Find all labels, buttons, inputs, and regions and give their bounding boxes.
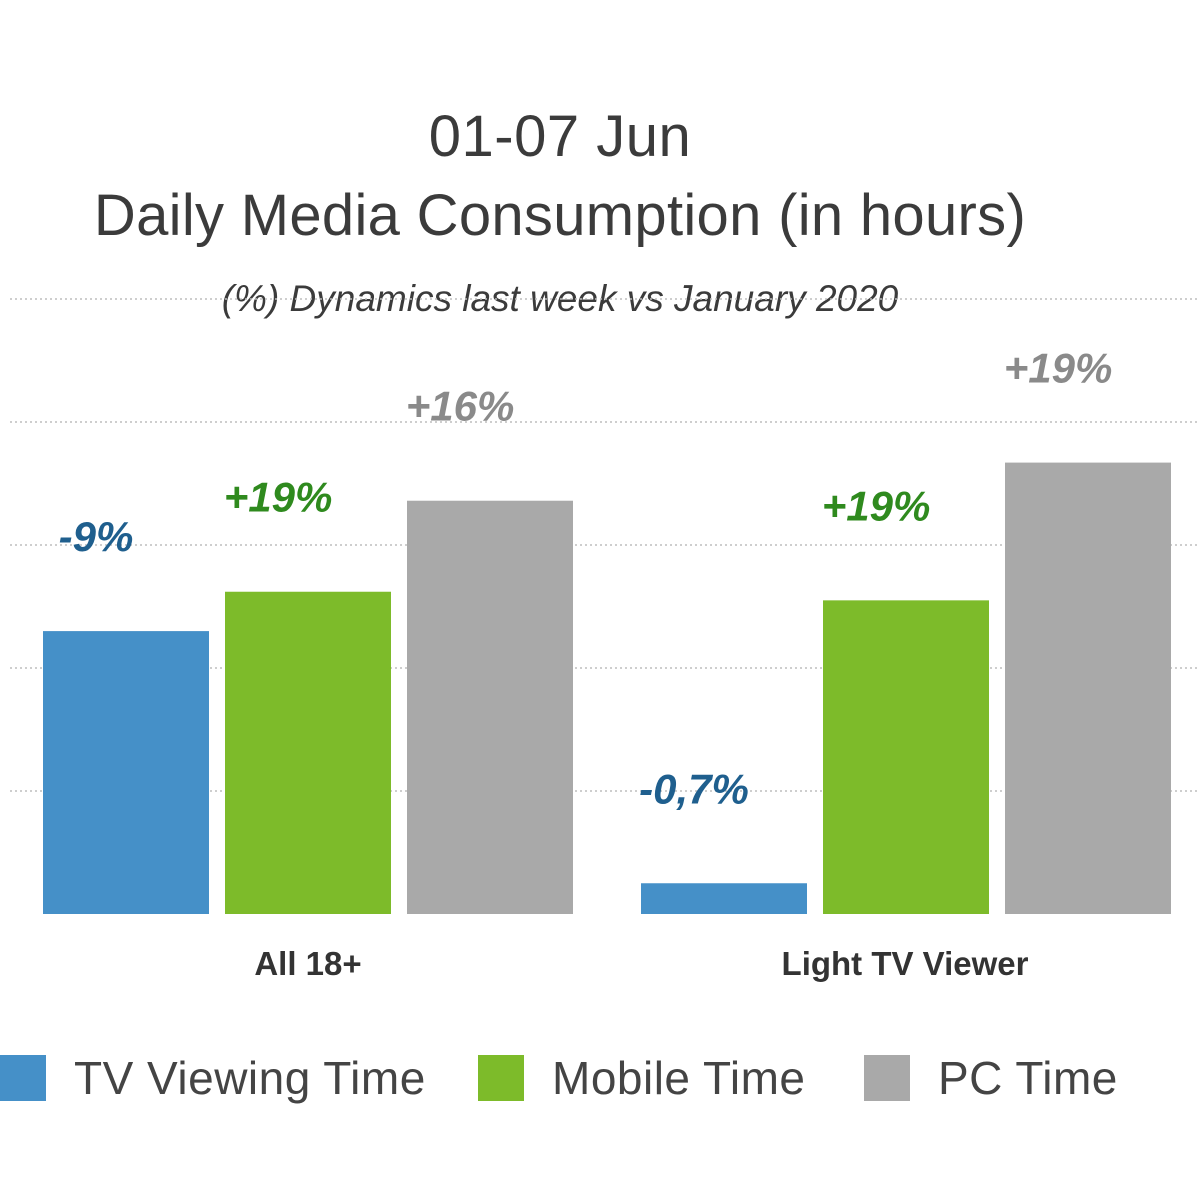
- category-label: All 18+: [254, 945, 361, 982]
- bar-tv-1: [641, 883, 807, 914]
- chart-subtitle: Daily Media Consumption (in hours): [93, 183, 1027, 248]
- legend: TV Viewing Time Mobile Time PC Time: [0, 1048, 1200, 1108]
- data-label: +16%: [406, 383, 515, 430]
- legend-item-pc: PC Time: [864, 1048, 1118, 1108]
- data-label: +19%: [822, 482, 931, 529]
- chart-title: 01-07 Jun: [428, 104, 692, 169]
- legend-label-mobile: Mobile Time: [552, 1052, 806, 1104]
- bar-mobile-0: [225, 591, 391, 914]
- category-label: Light TV Viewer: [782, 945, 1029, 982]
- bar-mobile-1: [823, 600, 989, 914]
- bar-pc-0: [407, 500, 573, 914]
- data-label: -9%: [59, 513, 134, 560]
- legend-label-pc: PC Time: [938, 1052, 1118, 1104]
- legend-swatch-mobile: [478, 1055, 524, 1101]
- data-label: -0,7%: [639, 765, 749, 812]
- data-label: +19%: [224, 474, 333, 521]
- data-label: +19%: [1004, 345, 1113, 392]
- legend-swatch-tv: [0, 1055, 46, 1101]
- legend-label-tv: TV Viewing Time: [74, 1052, 426, 1104]
- legend-item-mobile: Mobile Time: [478, 1048, 805, 1108]
- plot-area: -9% +19% +16% All 18+ -0,7% +19% +19% Light TV …: [10, 298, 1200, 982]
- bar-tv-0: [43, 631, 209, 914]
- bar-pc-1: [1005, 462, 1171, 914]
- legend-swatch-pc: [864, 1055, 910, 1101]
- legend-item-tv: TV Viewing Time: [0, 1048, 426, 1108]
